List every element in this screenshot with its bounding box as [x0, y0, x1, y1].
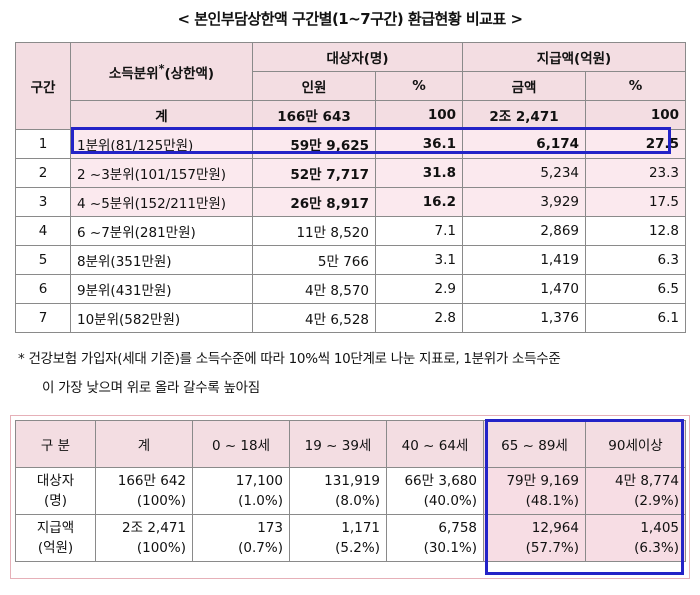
row-label-payments: 지급액 (억원)	[15, 514, 96, 562]
row-label-recipients: 대상자 (명)	[15, 467, 96, 515]
header-total: 계	[95, 420, 193, 468]
header-pct2: %	[584, 71, 687, 101]
row-people: 4만 6,528	[252, 303, 376, 333]
refund-by-age-table: 구 분 계 0 ~ 18세 19 ~ 39세 40 ~ 64세 65 ~ 89세…	[15, 420, 686, 562]
row-amount: 2,869	[462, 216, 586, 246]
table-row: 3 4 ~5분위(152/211만원) 26만 8,917 16.2 3,929…	[15, 187, 687, 217]
table-row: 1 1분위(81/125만원) 59만 9,625 36.1 6,174 27.…	[15, 129, 687, 159]
cell-age-40-64: 6,758 (30.1%)	[386, 514, 484, 562]
row-pct: 7.1	[375, 216, 463, 246]
table-row: 대상자 (명) 166만 642 (100%) 17,100 (1.0%) 131,9…	[15, 467, 686, 515]
row-pct: 31.8	[375, 158, 463, 188]
table-row: 5 8분위(351만원) 5만 766 3.1 1,419 6.3	[15, 245, 687, 275]
row-income: 1분위(81/125만원)	[70, 129, 253, 159]
row-section: 7	[15, 303, 71, 333]
cell-total: 166만 642 (100%)	[95, 467, 193, 515]
row-section: 1	[15, 129, 71, 159]
row-pct: 16.2	[375, 187, 463, 217]
row-pct: 3.1	[375, 245, 463, 275]
header-age-0-18: 0 ~ 18세	[192, 420, 290, 468]
header-category: 구 분	[15, 420, 96, 468]
page-title: < 본인부담상한액 구간별(1~7구간) 환급현황 비교표 >	[177, 10, 523, 28]
row-amount: 1,470	[462, 274, 586, 304]
header-age-65-89: 65 ~ 89세	[483, 420, 586, 468]
header-age-19-39: 19 ~ 39세	[289, 420, 387, 468]
row-section: 6	[15, 274, 71, 304]
row-amount: 6,174	[462, 129, 586, 159]
row-income: 8분위(351만원)	[70, 245, 253, 275]
row-section: 2	[15, 158, 71, 188]
header-people: 인원	[252, 71, 376, 101]
row-pct2: 6.3	[584, 245, 687, 275]
row-pct: 36.1	[375, 129, 463, 159]
row-pct: 2.9	[375, 274, 463, 304]
row-pct2: 23.3	[584, 158, 687, 188]
header-recipients: 대상자(명)	[252, 42, 463, 72]
total-label: 계	[70, 100, 253, 130]
total-amount: 2조 2,471	[462, 100, 586, 130]
cell-age-0-18: 173 (0.7%)	[192, 514, 290, 562]
row-income: 9분위(431만원)	[70, 274, 253, 304]
row-amount: 1,419	[462, 245, 586, 275]
header-age-90-plus: 90세이상	[585, 420, 686, 468]
total-pct: 100	[375, 100, 463, 130]
row-section: 5	[15, 245, 71, 275]
row-pct2: 17.5	[584, 187, 687, 217]
row-amount: 1,376	[462, 303, 586, 333]
refund-by-income-table: 구간 소득분위*(상한액) 대상자(명) 지급액(억원) 인원 % 금액 % 계…	[15, 42, 687, 333]
table-row: 2 2 ~3분위(101/157만원) 52만 7,717 31.8 5,234…	[15, 158, 687, 188]
total-pct2: 100	[584, 100, 687, 130]
row-people: 26만 8,917	[252, 187, 376, 217]
cell-age-65-89: 12,964 (57.7%)	[483, 514, 586, 562]
header-age-40-64: 40 ~ 64세	[386, 420, 484, 468]
cell-age-90-plus: 4만 8,774 (2.9%)	[585, 467, 686, 515]
cell-age-19-39: 131,919 (8.0%)	[289, 467, 387, 515]
table-header-row: 구 분 계 0 ~ 18세 19 ~ 39세 40 ~ 64세 65 ~ 89세…	[15, 420, 686, 468]
row-people: 5만 766	[252, 245, 376, 275]
row-section: 4	[15, 216, 71, 246]
row-amount: 3,929	[462, 187, 586, 217]
row-pct2: 12.8	[584, 216, 687, 246]
header-section: 구간	[15, 42, 71, 130]
footnote-line1: * 건강보험 가입자(세대 기준)를 소득수준에 따라 10%씩 10단계로 나…	[18, 351, 561, 367]
cell-total: 2조 2,471 (100%)	[95, 514, 193, 562]
cell-age-19-39: 1,171 (5.2%)	[289, 514, 387, 562]
row-pct2: 27.5	[584, 129, 687, 159]
header-income: 소득분위*(상한액)	[70, 42, 253, 101]
cell-age-65-89: 79만 9,169 (48.1%)	[483, 467, 586, 515]
table-row: 6 9분위(431만원) 4만 8,570 2.9 1,470 6.5	[15, 274, 687, 304]
table-row: 지급액 (억원) 2조 2,471 (100%) 173 (0.7%) 1,171 (5…	[15, 514, 686, 562]
header-pct: %	[375, 71, 463, 101]
row-pct2: 6.1	[584, 303, 687, 333]
header-payments: 지급액(억원)	[461, 42, 687, 72]
cell-age-40-64: 66만 3,680 (40.0%)	[386, 467, 484, 515]
row-people: 4만 8,570	[252, 274, 376, 304]
row-income: 4 ~5분위(152/211만원)	[70, 187, 253, 217]
table-row: 7 10분위(582만원) 4만 6,528 2.8 1,376 6.1	[15, 303, 687, 333]
row-pct: 2.8	[375, 303, 463, 333]
row-income: 10분위(582만원)	[70, 303, 253, 333]
row-amount: 5,234	[462, 158, 586, 188]
cell-age-90-plus: 1,405 (6.3%)	[585, 514, 686, 562]
row-income: 2 ~3분위(101/157만원)	[70, 158, 253, 188]
cell-age-0-18: 17,100 (1.0%)	[192, 467, 290, 515]
row-pct2: 6.5	[584, 274, 687, 304]
header-amount: 금액	[462, 71, 586, 101]
row-people: 59만 9,625	[252, 129, 376, 159]
row-income: 6 ~7분위(281만원)	[70, 216, 253, 246]
table-row: 4 6 ~7분위(281만원) 11만 8,520 7.1 2,869 12.8	[15, 216, 687, 246]
row-section: 3	[15, 187, 71, 217]
row-people: 52만 7,717	[252, 158, 376, 188]
total-people: 166만 643	[252, 100, 376, 130]
footnote-line2: 이 가장 낮으며 위로 올라 갈수록 높아짐	[42, 380, 260, 396]
row-people: 11만 8,520	[252, 216, 376, 246]
